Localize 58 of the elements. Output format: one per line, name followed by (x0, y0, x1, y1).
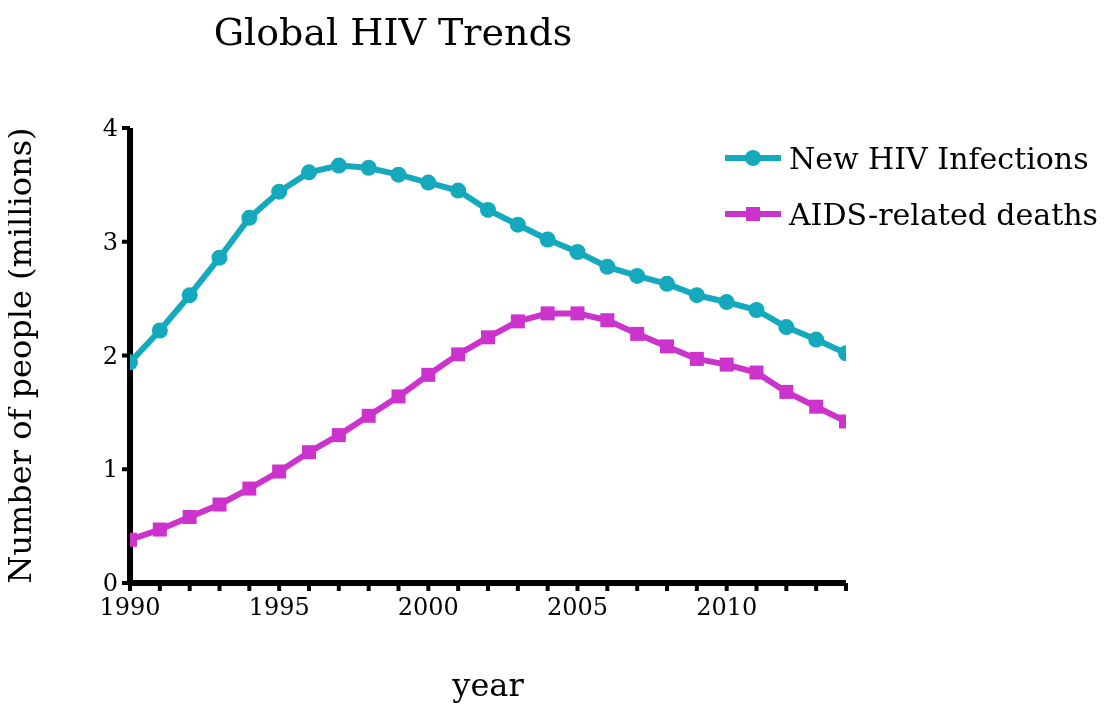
point (271, 183, 288, 200)
point (480, 201, 496, 218)
point (361, 408, 376, 423)
point (600, 313, 615, 328)
point (391, 389, 406, 404)
point (212, 497, 227, 512)
point (569, 243, 586, 260)
y-tick-label: 4 (102, 114, 118, 142)
point (629, 267, 646, 284)
point (331, 428, 346, 443)
point (539, 231, 556, 248)
point (241, 209, 258, 226)
point (301, 164, 317, 181)
point (808, 331, 825, 348)
point (779, 384, 794, 399)
point (182, 510, 197, 525)
x-tick-label: 1995 (248, 593, 310, 621)
point (689, 351, 704, 366)
point (719, 357, 734, 372)
point (152, 522, 167, 537)
point (540, 306, 555, 321)
point (509, 216, 526, 233)
point (181, 287, 198, 304)
point (749, 365, 764, 380)
y-tick-label: 2 (102, 341, 118, 370)
y-tick-label: 3 (102, 227, 118, 256)
x-axis-title: year (451, 665, 525, 704)
point (660, 339, 674, 354)
point (420, 174, 437, 191)
point (451, 347, 466, 362)
point (390, 166, 407, 183)
x-tick-label: 2010 (696, 593, 758, 621)
legend-label: New HIV Infections (788, 140, 1089, 176)
point (688, 287, 705, 304)
point (659, 275, 675, 292)
point (510, 314, 525, 329)
point (302, 445, 316, 460)
point (242, 481, 257, 496)
point (748, 302, 765, 318)
point (211, 249, 228, 266)
point (570, 306, 585, 321)
point (151, 322, 168, 339)
legend-label: AIDS-related deaths (788, 196, 1098, 232)
x-tick-label: 2000 (397, 593, 459, 621)
point (450, 182, 467, 199)
point (809, 399, 824, 414)
point (599, 258, 616, 275)
point (630, 326, 645, 341)
point (330, 157, 347, 174)
point (272, 464, 287, 479)
point (360, 159, 377, 176)
point (718, 294, 735, 311)
x-tick-label: 2005 (546, 593, 609, 621)
point (421, 367, 436, 382)
point (778, 319, 795, 336)
point (481, 330, 495, 345)
y-tick-label: 1 (102, 455, 118, 484)
chart-title: Global HIV Trends (212, 10, 574, 54)
